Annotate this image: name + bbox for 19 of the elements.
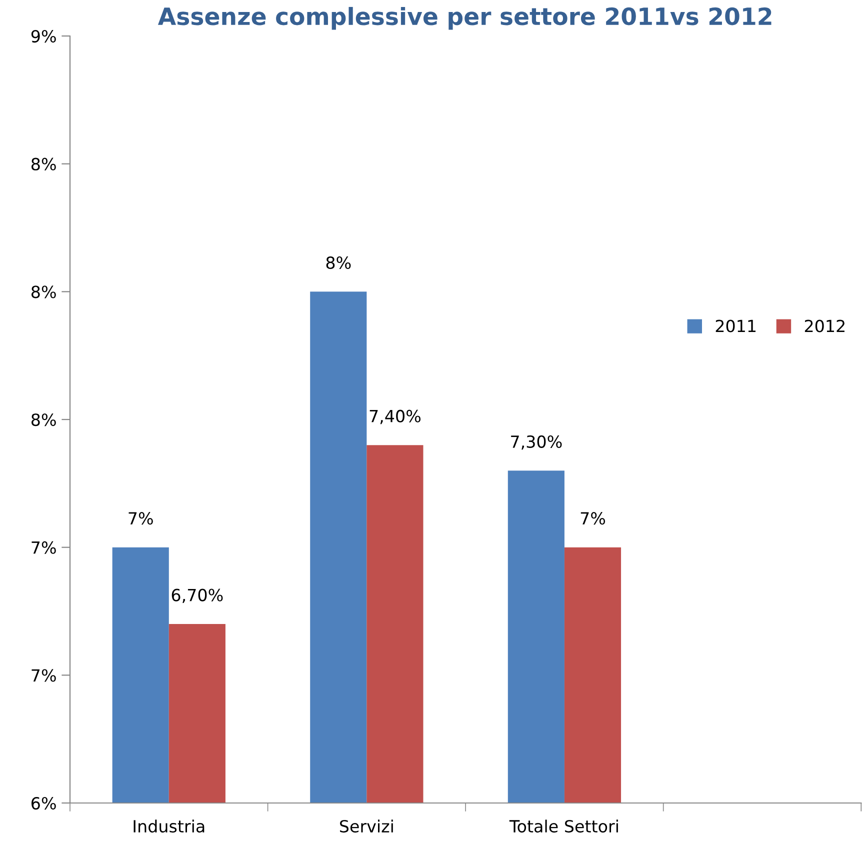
y-tick-label: 9%	[31, 30, 56, 43]
x-tick-label: Industria	[134, 820, 204, 833]
data-label: 8%	[326, 256, 351, 269]
y-tick-label: 6%	[32, 796, 56, 810]
data-label: 7%	[128, 512, 153, 525]
data-label: 6,70%	[172, 588, 223, 604]
y-tick-label: 7%	[32, 669, 56, 682]
data-label: 7,30%	[511, 435, 562, 450]
legend-label: 2012	[804, 320, 844, 332]
data-label: 7,40%	[370, 410, 421, 424]
y-tick-label: 8%	[31, 286, 56, 298]
legend-label: 2011	[716, 320, 756, 332]
y-tick-label: 8%	[31, 413, 56, 426]
y-tick-label: 8%	[31, 158, 56, 170]
data-label: 7%	[580, 512, 606, 525]
chart-title: Assenze complessive per settore 2011vs 2012	[158, 6, 772, 30]
x-tick-label: Servizi	[340, 820, 393, 833]
x-tick-label: Totale Settori	[509, 820, 618, 833]
y-tick-label: 7%	[32, 541, 56, 554]
